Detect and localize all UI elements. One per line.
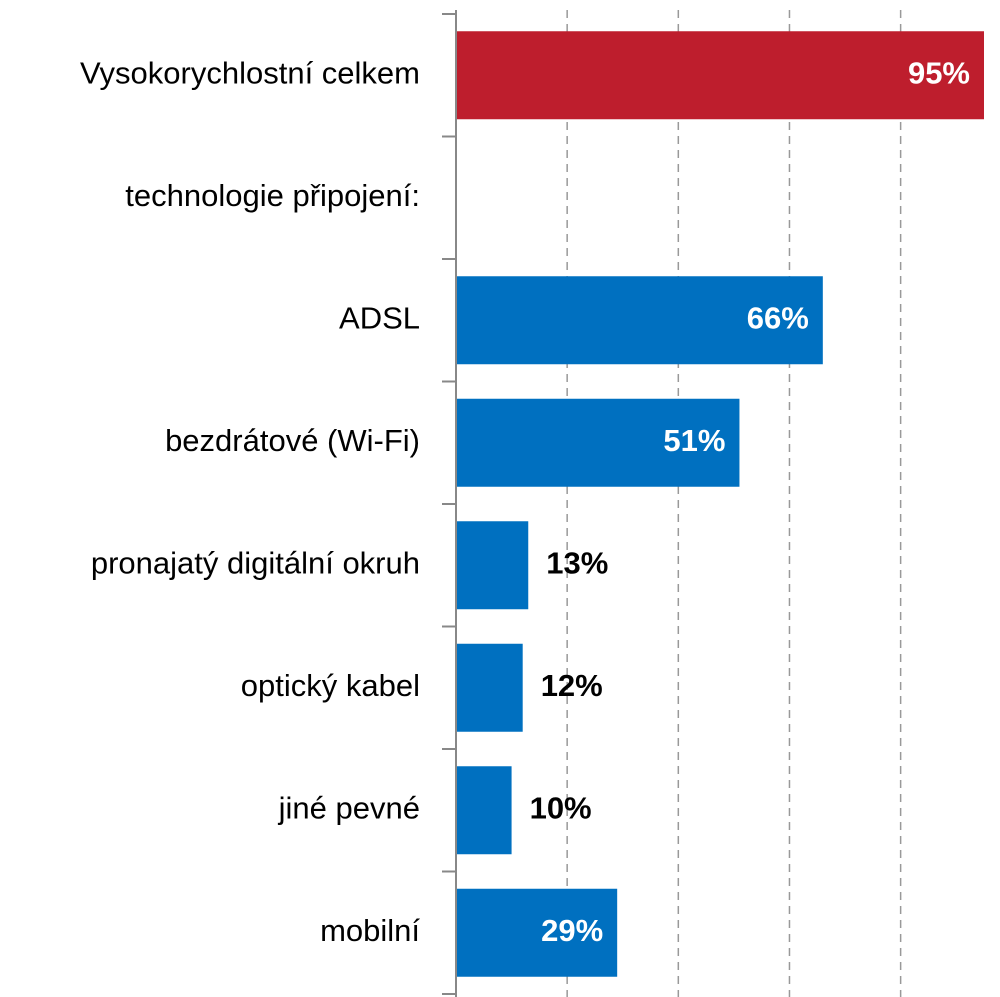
category-label: technologie připojení: xyxy=(125,178,420,213)
value-label: 95% xyxy=(908,55,970,90)
value-label: 51% xyxy=(663,423,725,458)
category-label: jiné pevné xyxy=(278,790,420,825)
value-label: 12% xyxy=(541,668,603,703)
value-label: 10% xyxy=(530,790,592,825)
bar xyxy=(456,521,529,610)
value-label: 66% xyxy=(747,300,809,335)
category-label: optický kabel xyxy=(241,668,420,703)
value-label: 13% xyxy=(546,545,608,580)
category-label: ADSL xyxy=(339,300,420,335)
bar xyxy=(456,31,984,120)
category-label: bezdrátové (Wi-Fi) xyxy=(165,423,420,458)
category-label: Vysokorychlostní celkem xyxy=(80,55,420,90)
category-label: pronajatý digitální okruh xyxy=(91,545,420,580)
bar xyxy=(456,276,823,365)
bar xyxy=(456,398,740,487)
bar xyxy=(456,766,512,855)
value-label: 29% xyxy=(541,913,603,948)
bar xyxy=(456,643,523,732)
bar xyxy=(456,888,618,977)
category-label: mobilní xyxy=(320,913,420,948)
